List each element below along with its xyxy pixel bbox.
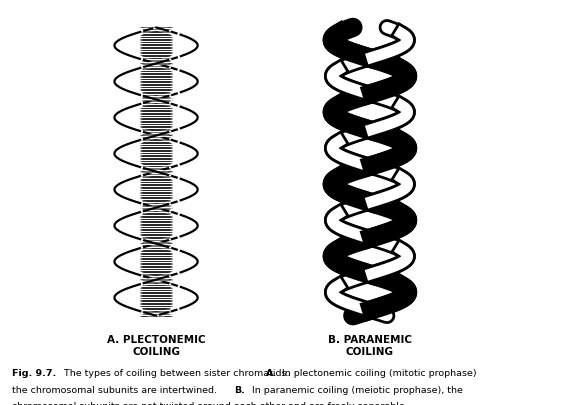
Text: The types of coiling between sister chromatids.: The types of coiling between sister chro… <box>61 369 292 377</box>
Text: B.: B. <box>234 385 245 394</box>
Text: In plectonemic coiling (mitotic prophase): In plectonemic coiling (mitotic prophase… <box>279 369 476 377</box>
Text: B. PARANEMIC
COILING: B. PARANEMIC COILING <box>328 334 412 356</box>
Text: A.: A. <box>266 369 277 377</box>
Text: Fig. 9.7.: Fig. 9.7. <box>12 369 56 377</box>
Text: the chromosomal subunits are intertwined.: the chromosomal subunits are intertwined… <box>12 385 220 394</box>
Text: In paranemic coiling (meiotic prophase), the: In paranemic coiling (meiotic prophase),… <box>249 385 462 394</box>
Text: chromosomal subunits are not twisted around each other and are freely separable.: chromosomal subunits are not twisted aro… <box>12 401 407 405</box>
Text: A. PLECTONEMIC
COILING: A. PLECTONEMIC COILING <box>107 334 205 356</box>
